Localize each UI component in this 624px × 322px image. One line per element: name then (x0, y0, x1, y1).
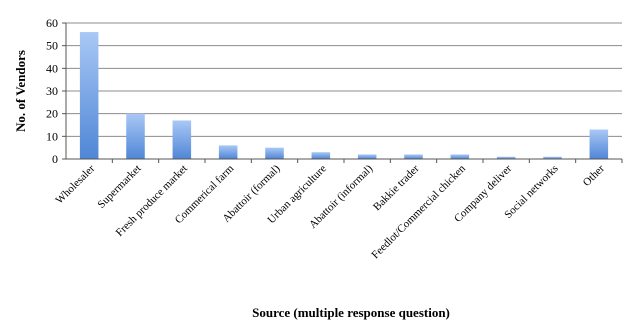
y-tick-label: 0 (52, 152, 58, 166)
y-tick-label: 40 (46, 61, 58, 75)
y-tick-label: 30 (46, 84, 58, 98)
bar (311, 152, 331, 159)
bar (126, 113, 145, 159)
x-category-label: Supermarket (95, 163, 143, 211)
bars (79, 32, 609, 159)
y-axis-ticks: 0 10 20 30 40 50 60 (46, 16, 66, 166)
bar (589, 129, 609, 159)
gridlines (66, 22, 622, 160)
bar (79, 32, 99, 159)
y-tick-label: 50 (46, 39, 58, 53)
x-category-label: Bakkie trader (371, 162, 422, 213)
bar (404, 154, 423, 159)
bar (496, 156, 516, 159)
x-category-label: Wholesaler (53, 162, 97, 206)
y-axis-title: No. of Vendors (13, 50, 28, 132)
x-axis-title: Source (multiple response question) (252, 305, 450, 320)
x-category-label: Feedlot/Commercial chicken (369, 162, 468, 261)
bar (265, 147, 284, 159)
bar (543, 156, 562, 159)
bar (218, 145, 238, 159)
bar (450, 154, 470, 159)
x-category-label: Other (581, 162, 607, 188)
bar (357, 154, 377, 159)
y-tick-label: 60 (46, 16, 58, 30)
y-tick-label: 20 (46, 107, 58, 121)
bar (172, 120, 192, 159)
y-tick-label: 10 (46, 129, 58, 143)
